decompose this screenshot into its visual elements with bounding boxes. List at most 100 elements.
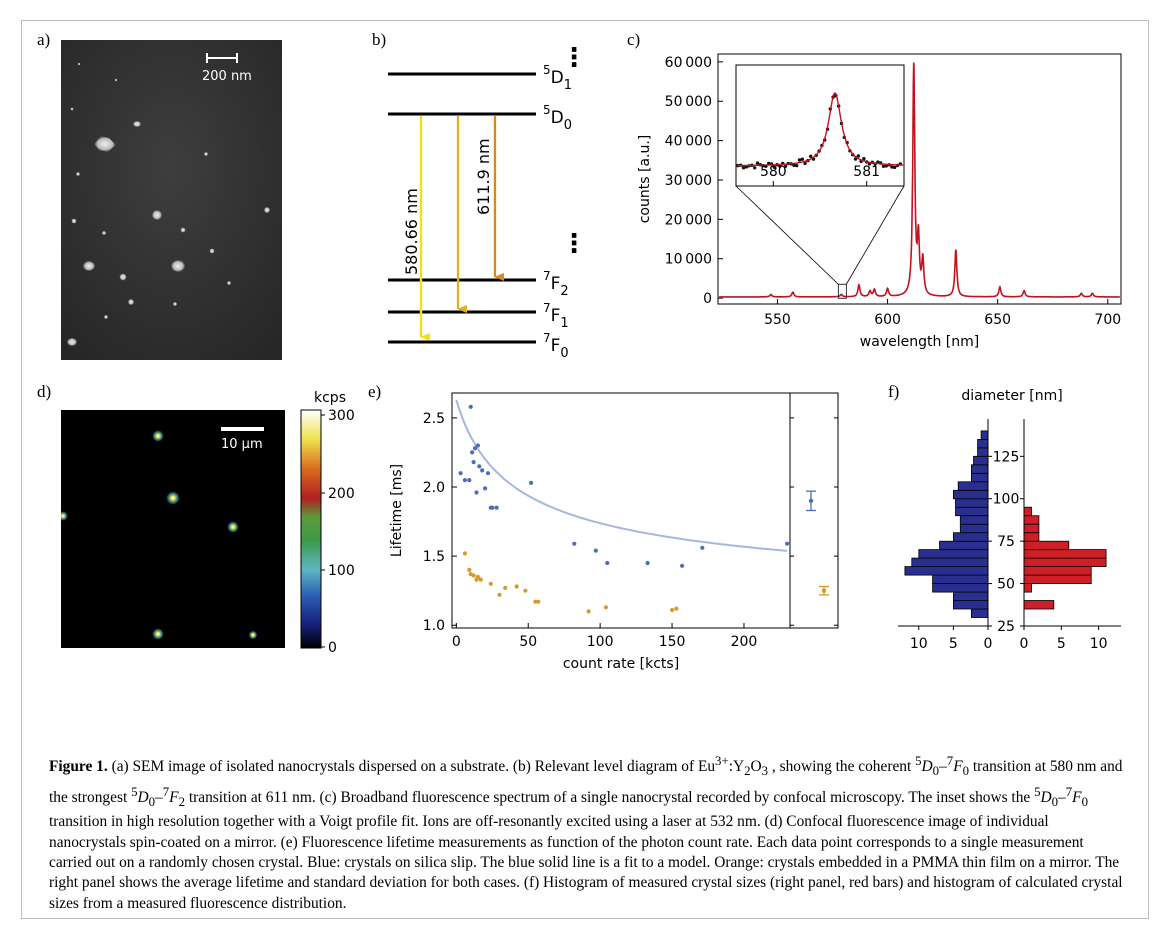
- inset-data-point: [862, 157, 866, 161]
- caption-text-7: transition in high resolution together w…: [49, 813, 1123, 912]
- histogram-diameter-tick: 125: [993, 449, 1020, 465]
- spectrum-ytick: 50 000: [665, 94, 712, 110]
- level-label-7F1: 7F1: [543, 301, 569, 331]
- lifetime-point-blue: [529, 480, 534, 485]
- vdots-bottom: ⋮: [561, 229, 587, 259]
- lifetime-point-orange: [462, 551, 467, 556]
- lifetime-point-orange: [670, 607, 675, 613]
- colorbar-ticks: [321, 414, 325, 648]
- caption-transition-a: 5D0–7F0: [915, 754, 970, 779]
- histogram-bar-red: [1023, 523, 1040, 534]
- lifetime-point-orange: [478, 577, 483, 582]
- histogram-diameter-tick: 100: [993, 492, 1020, 508]
- inset-zoom-box: [837, 283, 847, 299]
- lifetime-point-blue: [572, 541, 577, 546]
- caption-sup-1: 3+: [715, 754, 729, 768]
- panel-label-b: b): [372, 30, 387, 49]
- histogram-left-xtick: 10: [910, 636, 928, 652]
- lifetime-ytick: 1.5: [423, 549, 445, 565]
- histogram-bar-blue: [953, 489, 989, 500]
- spectrum-chart: 550 600 650 700 0 10 000 20 000 30 000 40 000 50 …: [637, 53, 1122, 350]
- caption-transition-b: 5D0–7F2: [131, 784, 185, 809]
- inset-fit-line: [736, 91, 904, 167]
- lifetime-chart: 0 50 100 150 200 1.0 1.5 2.0 2.5 count rate [kcts…: [389, 392, 839, 672]
- histogram-bar-blue: [911, 557, 989, 568]
- histogram-bar-blue: [957, 481, 989, 491]
- inset-xtick: 580: [760, 164, 787, 180]
- lifetime-point-blue: [605, 560, 610, 566]
- sem-image: 200 nm: [61, 40, 282, 360]
- histogram-bar-red: [1023, 549, 1107, 559]
- histogram-right-xtick: 0: [1020, 636, 1029, 652]
- panel-label-f: f): [888, 382, 900, 401]
- lifetime-point-orange: [471, 573, 476, 578]
- inset-data-point: [853, 157, 858, 161]
- colorbar-gradient: [300, 409, 322, 649]
- lifetime-xtick: 150: [659, 634, 686, 650]
- spectrum-ytick: 40 000: [665, 134, 712, 150]
- histogram-bar-blue: [955, 498, 989, 508]
- lifetime-point-blue: [472, 446, 478, 451]
- spectrum-ytick: 0: [703, 291, 712, 307]
- histogram-bar-blue: [918, 549, 989, 559]
- histogram-bar-blue: [971, 472, 989, 483]
- histogram-bar-red: [1023, 574, 1092, 585]
- histogram-bar-red: [1023, 583, 1032, 593]
- transition-label-611: 611.9 nm: [474, 138, 493, 215]
- lifetime-point-blue: [468, 404, 473, 409]
- lifetime-point-orange: [586, 609, 591, 614]
- panel-label-e: e): [368, 382, 382, 401]
- level-label-7F2: 7F2: [543, 269, 569, 299]
- histogram-diameter-tick: 25: [997, 619, 1015, 635]
- lifetime-point-orange: [536, 599, 541, 604]
- lifetime-point-orange: [467, 567, 472, 572]
- inset-data-point: [741, 166, 746, 170]
- lifetime-ytick: 1.0: [423, 618, 445, 634]
- lifetime-point-orange: [488, 581, 493, 586]
- side-errorbar-orange: [819, 585, 829, 596]
- lifetime-point-orange: [523, 588, 528, 593]
- lifetime-point-blue: [785, 541, 790, 546]
- confocal-spots: [61, 430, 258, 640]
- lifetime-ytick: 2.5: [423, 411, 445, 427]
- histogram-bar-blue: [971, 464, 989, 474]
- caption-text-4: , showing the coherent: [768, 758, 916, 776]
- caption-figure-label: Figure 1.: [49, 758, 108, 776]
- lifetime-axes-frame: [451, 392, 791, 629]
- lifetime-xlabel: count rate [kcts]: [563, 656, 679, 672]
- lifetime-point-orange: [603, 605, 608, 610]
- histogram-bar-blue: [953, 600, 989, 610]
- level-label-5D1: 5D1: [543, 63, 572, 93]
- inset-data-point: [800, 157, 804, 161]
- lifetime-point-orange: [475, 574, 480, 579]
- colorbar-tick-100: 100: [328, 563, 355, 579]
- spectrum-ytick: 10 000: [665, 252, 712, 268]
- lifetime-point-orange: [514, 584, 519, 589]
- inset-data-point: [792, 163, 796, 167]
- inset-data-point: [767, 161, 771, 166]
- sem-particles: [67, 62, 270, 346]
- lifetime-point-blue: [477, 464, 482, 469]
- caption-text-2: :Y: [728, 758, 745, 776]
- level-label-5D0: 5D0: [543, 103, 572, 133]
- confocal-image: 10 µm: [61, 410, 285, 648]
- lifetime-xtick: 200: [731, 634, 758, 650]
- caption-text-3: O: [750, 758, 762, 776]
- histogram-bar-blue: [977, 439, 989, 449]
- panel-label-d: d): [37, 382, 52, 401]
- histogram-right-xtick: 10: [1090, 636, 1108, 652]
- sem-scale-label: 200 nm: [202, 69, 252, 84]
- lifetime-point-blue: [475, 443, 480, 448]
- panel-label-c: c): [627, 30, 641, 49]
- caption-sub-2: 2: [744, 764, 751, 779]
- histogram-title: diameter [nm]: [961, 388, 1062, 404]
- histogram-diameter-tick: 50: [997, 577, 1015, 593]
- histogram-bar-red: [1023, 515, 1040, 525]
- spectrum-xtick: 600: [874, 312, 901, 328]
- lifetime-point-blue: [490, 505, 495, 510]
- histogram-bar-blue: [953, 591, 989, 602]
- histogram-bar-blue: [971, 608, 989, 618]
- histogram-diameter-tick: 75: [997, 534, 1015, 550]
- lifetime-fit-line: [455, 399, 788, 552]
- histogram-bar-blue: [980, 430, 989, 440]
